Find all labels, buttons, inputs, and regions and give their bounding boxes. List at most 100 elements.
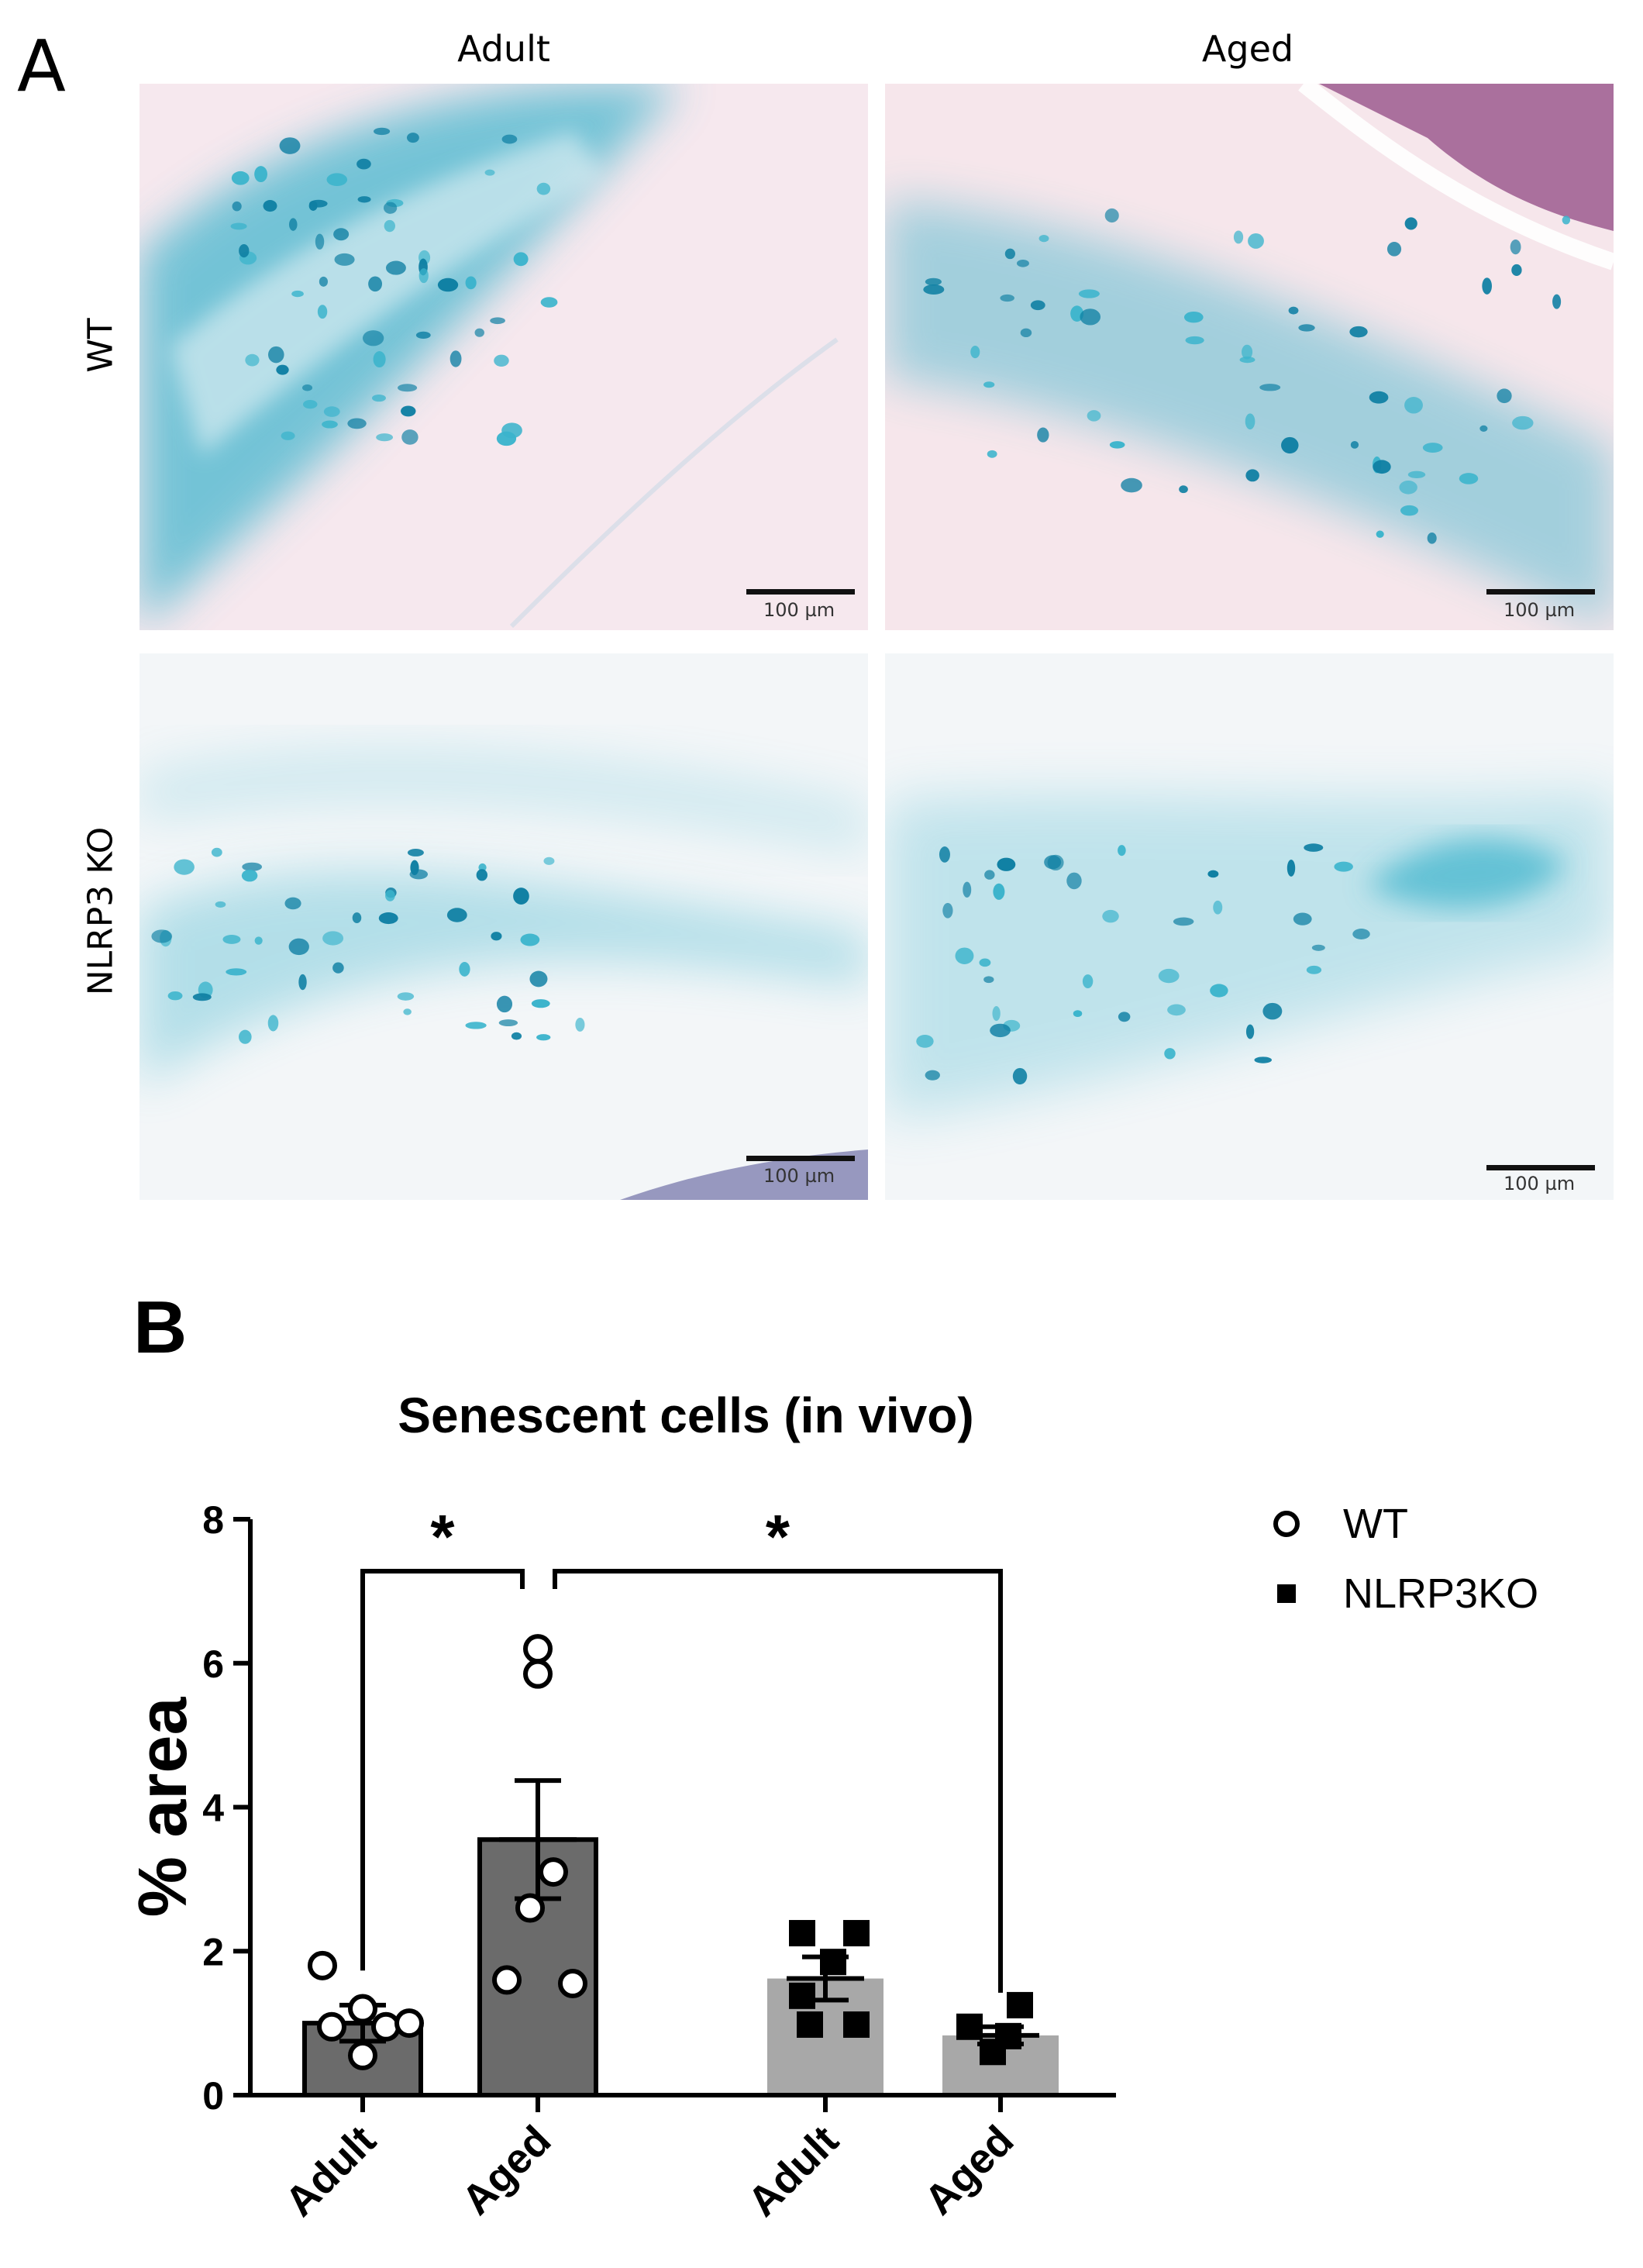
stained-cell xyxy=(333,228,350,241)
x-tick-label: Aged xyxy=(453,2117,560,2224)
data-point xyxy=(308,1950,337,1980)
stained-cell xyxy=(352,912,362,924)
stained-cell xyxy=(1352,929,1370,939)
stained-cell xyxy=(984,870,995,880)
stained-cell xyxy=(531,999,550,1008)
stained-cell xyxy=(254,936,263,945)
data-point xyxy=(539,1857,568,1887)
stain-band xyxy=(140,870,868,1087)
stained-cell xyxy=(254,166,267,183)
scale-bar-label: 100 µm xyxy=(1504,599,1576,621)
stained-cell xyxy=(511,1032,522,1040)
stained-cell xyxy=(323,406,340,417)
micrograph-ko-adult: 100 µm xyxy=(140,653,868,1200)
stained-cell xyxy=(1482,277,1492,295)
stained-cell xyxy=(1286,860,1296,877)
stained-cell xyxy=(983,976,994,984)
stained-cell xyxy=(403,1008,412,1015)
stained-cell xyxy=(997,857,1016,871)
micrograph-wt-aged: 100 µm xyxy=(885,84,1614,630)
stained-cell xyxy=(1037,427,1049,443)
stained-cell xyxy=(1000,294,1014,302)
stained-cell xyxy=(536,1034,551,1041)
stained-cell xyxy=(410,860,419,876)
column-label-aged: Aged xyxy=(1201,28,1294,70)
stained-cell xyxy=(374,127,391,136)
scale-bar-label: 100 µm xyxy=(1504,1173,1576,1194)
stained-cell xyxy=(520,933,540,946)
stained-cell xyxy=(284,897,301,910)
stained-cell xyxy=(496,431,517,446)
stained-cell xyxy=(1334,861,1353,872)
stained-cell xyxy=(1207,870,1219,878)
stained-cell xyxy=(1497,388,1512,404)
y-tick-label: 4 xyxy=(202,1787,224,1830)
data-point xyxy=(348,2040,377,2070)
stained-cell xyxy=(1404,217,1417,230)
stained-cell xyxy=(1087,410,1101,422)
stained-cell xyxy=(407,849,424,857)
stained-cell xyxy=(446,908,467,922)
stained-cell xyxy=(1118,845,1126,857)
stained-cell xyxy=(1288,306,1299,315)
stained-cell xyxy=(923,284,945,295)
stained-cell xyxy=(1038,234,1049,243)
stained-cell xyxy=(1254,1056,1272,1063)
legend-marker-circle xyxy=(1273,1511,1300,1537)
stained-cell xyxy=(356,158,371,170)
stained-cell xyxy=(151,929,173,943)
panel-a-letter: A xyxy=(17,25,66,108)
stained-cell xyxy=(1167,1004,1186,1016)
stained-cell xyxy=(215,901,226,908)
data-point xyxy=(348,1994,377,2024)
stained-cell xyxy=(308,201,318,211)
row-label-wt: WT xyxy=(81,318,121,373)
stained-cell xyxy=(1262,1002,1283,1020)
stained-cell xyxy=(465,1022,487,1029)
row-label-nlrp3-ko: NLRP3 KO xyxy=(81,826,121,996)
scale-bar-label: 100 µm xyxy=(763,599,835,621)
stained-cell xyxy=(1293,912,1312,925)
stain-cluster xyxy=(1366,838,1567,908)
y-tick-label: 8 xyxy=(202,1498,224,1542)
stained-cell xyxy=(1118,1012,1131,1022)
stained-cell xyxy=(1373,460,1391,474)
stained-cell xyxy=(1427,533,1437,544)
stained-cell xyxy=(326,173,348,187)
data-point xyxy=(789,1982,815,2009)
dark-tissue xyxy=(620,1150,868,1200)
significance-star: * xyxy=(430,1502,455,1571)
stained-cell xyxy=(1400,505,1418,516)
stained-cell xyxy=(1562,215,1571,225)
data-point xyxy=(820,1949,846,1976)
data-point xyxy=(371,2011,401,2042)
scale-bar-label: 100 µm xyxy=(763,1165,835,1187)
stained-cell xyxy=(397,992,415,1001)
stained-cell xyxy=(1078,289,1100,298)
stained-cell xyxy=(476,869,488,881)
stained-cell xyxy=(540,297,558,308)
stained-cell xyxy=(1552,294,1562,309)
stained-cell xyxy=(174,859,195,875)
stained-cell xyxy=(983,381,995,388)
stained-cell xyxy=(1511,264,1522,277)
stained-cell xyxy=(315,233,325,250)
stained-cell xyxy=(992,1005,1001,1022)
stained-cell xyxy=(401,429,418,445)
stained-cell xyxy=(378,912,398,925)
stained-cell xyxy=(1183,311,1204,323)
stained-cell xyxy=(1245,413,1256,430)
stained-cell xyxy=(955,947,974,965)
stained-cell xyxy=(1012,1067,1028,1085)
data-point xyxy=(317,2011,346,2042)
stained-cell xyxy=(302,399,318,409)
stained-cell xyxy=(319,276,328,287)
data-point xyxy=(956,2013,983,2040)
stained-cell xyxy=(231,171,250,185)
chart-title: Senescent cells (in vivo) xyxy=(398,1387,973,1443)
stained-cell xyxy=(990,1023,1011,1038)
data-point xyxy=(843,2011,870,2038)
stained-cell xyxy=(383,202,398,214)
stained-cell xyxy=(498,1019,518,1027)
data-point xyxy=(523,1634,553,1664)
